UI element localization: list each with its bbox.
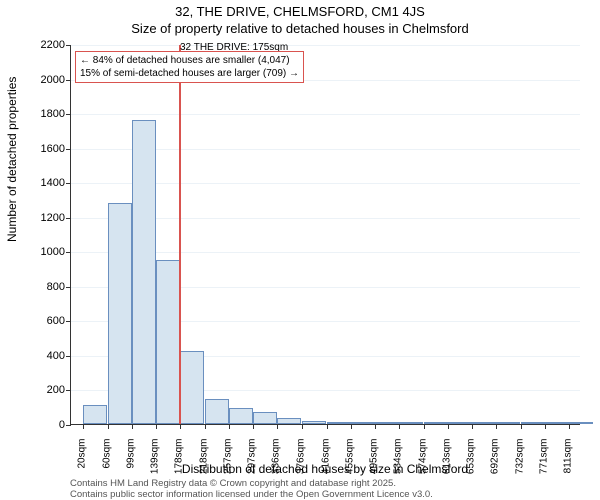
histogram-bar	[302, 421, 326, 424]
x-tick-label: 139sqm	[150, 439, 161, 489]
x-tick-label: 653sqm	[466, 439, 477, 489]
chart-subtitle: Size of property relative to detached ho…	[0, 21, 600, 36]
histogram-bar	[132, 120, 156, 424]
histogram-bar	[496, 422, 520, 424]
histogram-bar	[521, 422, 545, 424]
annotation-larger: 15% of semi-detached houses are larger (…	[80, 67, 299, 80]
x-tick-label: 218sqm	[198, 439, 209, 489]
property-size-marker	[179, 45, 181, 424]
x-tick-label: 613sqm	[441, 439, 452, 489]
histogram-bar	[375, 422, 399, 424]
histogram-bar	[253, 412, 277, 424]
y-tick-label: 800	[47, 281, 65, 293]
histogram-bar	[327, 422, 351, 424]
histogram-bar	[108, 203, 132, 424]
histogram-bar	[229, 408, 253, 424]
y-axis-label: Number of detached properties	[5, 77, 19, 242]
x-tick-label: 60sqm	[101, 439, 112, 489]
x-tick-label: 692sqm	[490, 439, 501, 489]
histogram-bar	[569, 422, 593, 424]
y-tick-label: 1400	[41, 177, 65, 189]
histogram-bar	[399, 422, 423, 424]
chart-title-address: 32, THE DRIVE, CHELMSFORD, CM1 4JS	[0, 4, 600, 19]
x-tick-label: 257sqm	[222, 439, 233, 489]
gridline	[71, 114, 580, 115]
x-tick-label: 178sqm	[174, 439, 185, 489]
x-tick-label: 455sqm	[344, 439, 355, 489]
histogram-bar	[156, 260, 180, 424]
x-tick-label: 811sqm	[563, 439, 574, 489]
x-tick-label: 416sqm	[320, 439, 331, 489]
annotation-box: ← 84% of detached houses are smaller (4,…	[75, 51, 304, 83]
size-distribution-chart: 32, THE DRIVE, CHELMSFORD, CM1 4JS Size …	[0, 0, 600, 500]
x-tick-label: 20sqm	[77, 439, 88, 489]
x-tick-label: 771sqm	[538, 439, 549, 489]
y-tick-label: 1800	[41, 108, 65, 120]
y-tick-label: 2200	[41, 39, 65, 51]
y-tick-label: 1200	[41, 212, 65, 224]
histogram-bar	[277, 418, 301, 424]
y-tick-label: 1000	[41, 246, 65, 258]
histogram-bar	[205, 399, 229, 424]
y-tick-label: 2000	[41, 74, 65, 86]
histogram-bar	[472, 422, 496, 424]
x-tick-label: 297sqm	[247, 439, 258, 489]
y-tick-label: 600	[47, 315, 65, 327]
y-tick-label: 0	[59, 419, 65, 431]
histogram-bar	[83, 405, 107, 424]
x-tick-label: 732sqm	[514, 439, 525, 489]
annotation-smaller: ← 84% of detached houses are smaller (4,…	[80, 54, 299, 67]
histogram-bar	[424, 422, 448, 424]
histogram-bar	[180, 351, 204, 424]
x-tick-label: 99sqm	[125, 439, 136, 489]
gridline	[71, 45, 580, 46]
y-tick-label: 1600	[41, 143, 65, 155]
plot-area	[70, 45, 580, 425]
x-tick-label: 574sqm	[417, 439, 428, 489]
x-tick-label: 534sqm	[393, 439, 404, 489]
histogram-bar	[351, 422, 375, 424]
histogram-bar	[448, 422, 472, 424]
y-tick-label: 200	[47, 384, 65, 396]
y-tick-label: 400	[47, 350, 65, 362]
x-tick-label: 376sqm	[296, 439, 307, 489]
x-tick-label: 336sqm	[271, 439, 282, 489]
histogram-bar	[545, 422, 569, 424]
x-tick-label: 495sqm	[369, 439, 380, 489]
footer-copyright-2: Contains public sector information licen…	[70, 489, 433, 500]
